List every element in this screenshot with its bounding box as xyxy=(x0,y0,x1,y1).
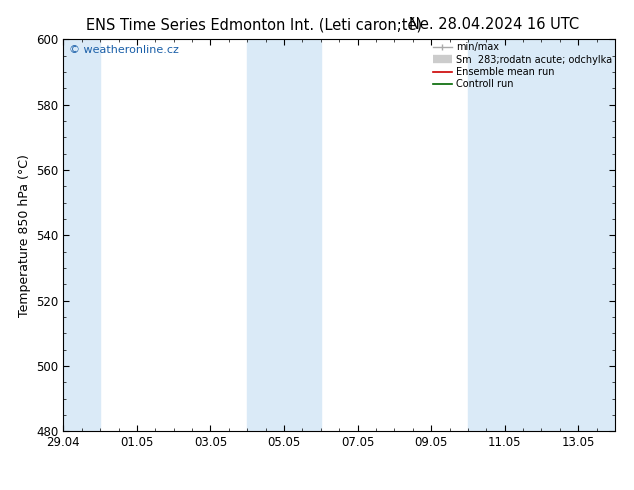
Text: ENS Time Series Edmonton Int. (Leti caron;tě): ENS Time Series Edmonton Int. (Leti caro… xyxy=(86,17,422,33)
Legend: min/max, Sm  283;rodatn acute; odchylka, Ensemble mean run, Controll run: min/max, Sm 283;rodatn acute; odchylka, … xyxy=(432,42,612,89)
Bar xyxy=(468,39,615,431)
Y-axis label: Temperature 850 hPa (°C): Temperature 850 hPa (°C) xyxy=(18,154,30,317)
Bar xyxy=(63,39,100,431)
Text: © weatheronline.cz: © weatheronline.cz xyxy=(69,45,179,55)
Bar xyxy=(247,39,321,431)
Text: Ne. 28.04.2024 16 UTC: Ne. 28.04.2024 16 UTC xyxy=(410,17,579,32)
